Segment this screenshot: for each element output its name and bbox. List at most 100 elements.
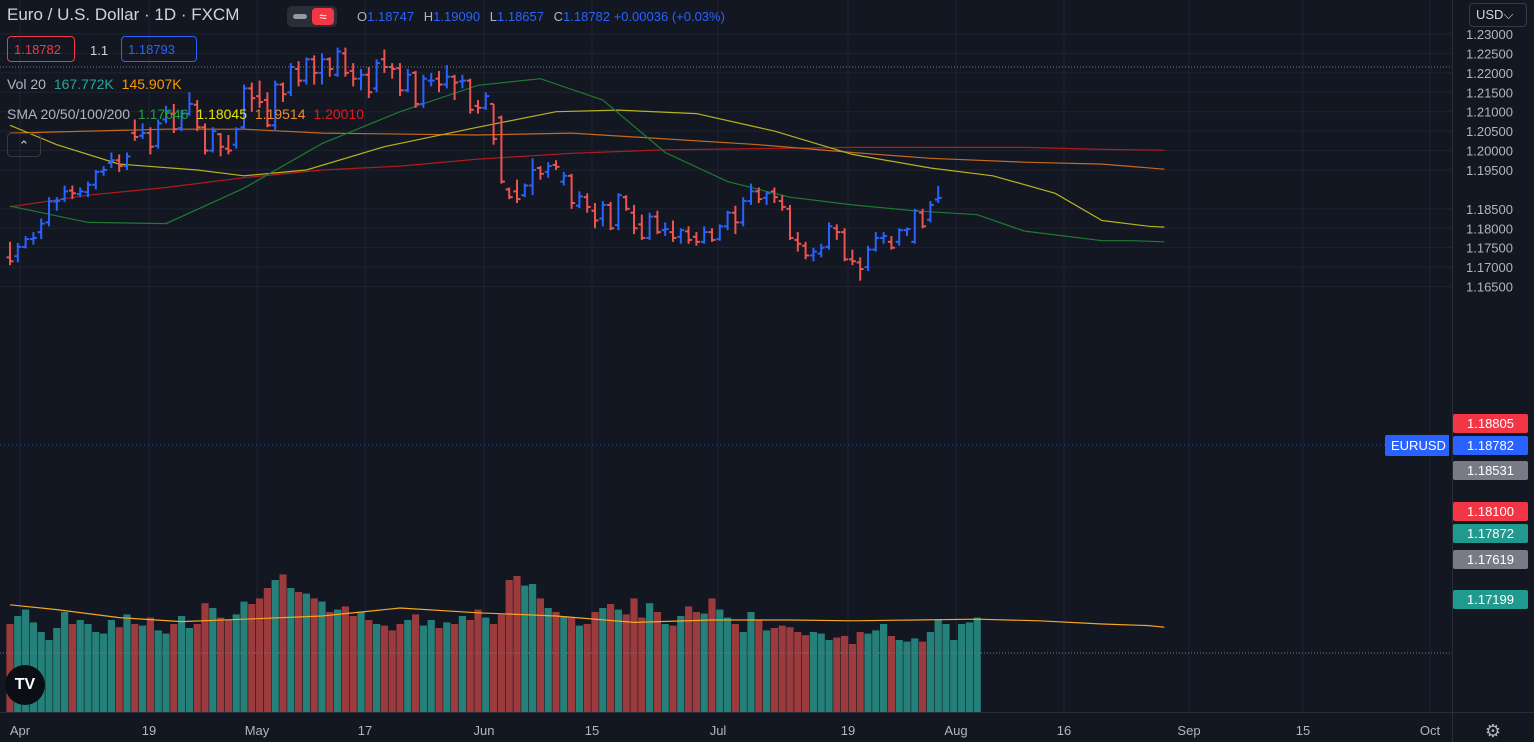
ohlc-bar: [630, 204, 638, 235]
volume-bar: [700, 613, 708, 712]
volume-bar: [404, 620, 412, 712]
volume-bar: [318, 601, 326, 712]
ohlc-bar: [92, 169, 100, 190]
volume-bar: [958, 624, 966, 712]
volume-bar: [630, 598, 638, 712]
volume-bar: [490, 624, 498, 712]
close-key: C: [553, 9, 564, 24]
ohlc-bar: [700, 226, 708, 244]
sell-button[interactable]: 1.18782: [7, 36, 75, 62]
y-tick-label: 1.22000: [1466, 66, 1513, 81]
ohlc-bar: [786, 204, 794, 240]
ohlc-bar: [240, 84, 248, 130]
ohlc-bar: [794, 232, 802, 252]
volume-bar: [115, 627, 123, 712]
volume-bar: [271, 580, 279, 712]
ohlc-bar: [248, 82, 256, 112]
x-tick-label: Jul: [710, 723, 727, 738]
y-tick-label: 1.18000: [1466, 221, 1513, 236]
volume-bar: [544, 608, 552, 712]
volume-bar: [536, 598, 544, 712]
volume-bar: [950, 640, 958, 712]
volume-bar: [872, 630, 880, 712]
volume-bar: [934, 620, 942, 712]
buy-button[interactable]: 1.18793: [121, 36, 197, 62]
volume-bar: [513, 576, 521, 712]
sma-legend[interactable]: SMA 20/50/100/200 1.17646 1.18045 1.1951…: [7, 106, 364, 122]
volume-bar: [724, 617, 732, 712]
ohlc-bar: [365, 67, 373, 99]
volume-bar: [123, 614, 131, 712]
volume-bar: [287, 588, 295, 712]
volume-bar: [373, 624, 381, 712]
ohlc-bar: [638, 214, 646, 240]
volume-bar: [388, 630, 396, 712]
volume-bar: [139, 625, 147, 712]
ohlc-bar: [373, 59, 381, 93]
ohlc-bar: [887, 236, 895, 250]
volume-bar: [864, 633, 872, 712]
symbol-title[interactable]: Euro / U.S. Dollar · 1D · FXCM: [7, 5, 240, 24]
ohlc-bar: [755, 187, 763, 203]
volume-bar: [419, 625, 427, 712]
volume-legend[interactable]: Vol 20 167.772K 145.907K: [7, 76, 182, 92]
volume-bar: [232, 614, 240, 712]
volume-bar: [365, 620, 373, 712]
currency-dropdown[interactable]: USD⌵: [1469, 3, 1527, 27]
volume-bar: [716, 609, 724, 712]
volume-bar: [240, 601, 248, 712]
volume-bar: [685, 606, 693, 712]
collapse-legend-button[interactable]: ⌃: [7, 133, 41, 157]
volume-bar: [568, 617, 576, 712]
volume-bar: [763, 630, 771, 712]
volume-bar: [45, 640, 53, 712]
tradingview-logo[interactable]: TV: [5, 665, 45, 705]
ohlc-bar: [115, 154, 123, 172]
ohlc-bar: [412, 70, 420, 108]
volume-bar: [76, 620, 84, 712]
ohlc-bar: [451, 74, 459, 101]
sma-label: SMA 20/50/100/200: [7, 106, 130, 122]
volume-bar: [61, 612, 69, 712]
volume-bar: [256, 598, 264, 712]
x-tick-label: Oct: [1420, 723, 1441, 738]
ohlc-bar: [731, 205, 739, 235]
sma100-line: [9, 128, 1165, 170]
volume-bar: [427, 620, 435, 712]
volume-bar: [92, 632, 100, 712]
low-key: L: [489, 9, 497, 24]
ohlc-bar: [357, 68, 365, 91]
volume-bar: [646, 603, 654, 712]
volume-bar: [887, 636, 895, 712]
y-tick-label: 1.19500: [1466, 163, 1513, 178]
volume-bar: [669, 625, 677, 712]
ohlc-bar: [482, 92, 490, 110]
volume-bar: [357, 612, 365, 712]
x-tick-label: 19: [142, 723, 156, 738]
volume-bar: [53, 628, 61, 712]
x-tick-label: Apr: [10, 723, 31, 738]
ohlc-bar: [724, 210, 732, 231]
ohlc-bar: [529, 158, 537, 196]
ohlc-bar: [763, 191, 771, 205]
ohlc-bar: [326, 57, 334, 77]
volume-bar: [638, 617, 646, 712]
chart-style-toggle[interactable]: ≈: [287, 6, 337, 27]
ohlc-bar: [37, 218, 45, 240]
volume-bar: [560, 616, 568, 712]
volume-bar: [848, 644, 856, 712]
volume-bar: [747, 612, 755, 712]
volume-bar: [505, 580, 513, 712]
ohlc-bar: [583, 193, 591, 213]
ohlc-bar: [841, 228, 849, 262]
ohlc-bar: [435, 70, 443, 93]
ohlc-bar: [653, 210, 661, 235]
ohlc-bar: [716, 224, 724, 241]
x-tick-label: 15: [585, 723, 599, 738]
ohlc-bar: [263, 92, 271, 128]
volume-bar: [295, 592, 303, 712]
volume-bar: [349, 616, 357, 712]
ohlc-bar: [513, 179, 521, 203]
